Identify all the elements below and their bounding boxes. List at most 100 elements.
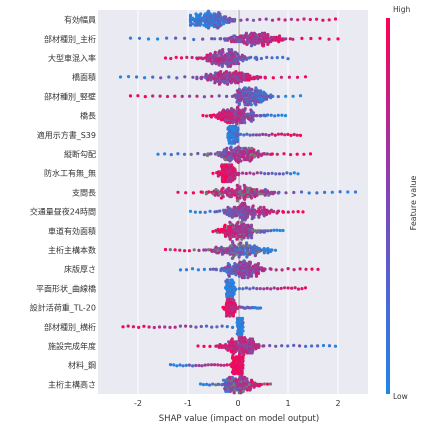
shap-point — [233, 301, 237, 305]
shap-point — [208, 344, 212, 348]
shap-point — [190, 267, 195, 271]
shap-point — [220, 252, 224, 256]
shap-point — [201, 18, 205, 22]
shap-point — [259, 75, 263, 79]
shap-point — [197, 363, 201, 368]
shap-point — [269, 40, 273, 44]
shap-point — [269, 113, 273, 117]
colorbar-low-label: Low — [393, 392, 408, 401]
shap-point — [255, 152, 260, 156]
shap-point — [255, 251, 259, 255]
shap-point — [201, 37, 205, 41]
shap-point — [257, 33, 261, 37]
shap-point — [232, 34, 236, 38]
shap-point — [333, 17, 338, 21]
shap-point — [220, 344, 224, 348]
shap-point — [242, 183, 246, 187]
shap-point — [235, 378, 239, 382]
shap-point — [269, 95, 273, 99]
shap-point — [251, 286, 255, 290]
shap-point — [135, 75, 139, 79]
shap-point — [282, 37, 286, 41]
shap-point — [263, 188, 267, 192]
shap-point — [214, 245, 218, 249]
shap-point — [263, 40, 267, 44]
shap-point — [224, 389, 228, 393]
shap-point — [228, 220, 232, 224]
shap-point — [182, 152, 187, 156]
shap-point — [281, 210, 285, 214]
shap-point — [308, 152, 313, 156]
shap-point — [248, 159, 252, 163]
shap-point — [292, 171, 296, 175]
shap-point — [229, 350, 233, 354]
shap-point — [248, 351, 252, 355]
shap-point — [238, 345, 242, 349]
shap-point — [229, 172, 234, 176]
shap-point — [244, 286, 248, 290]
shap-point — [269, 229, 273, 233]
shap-point — [243, 107, 247, 111]
shap-point — [346, 190, 350, 194]
shap-point — [316, 344, 320, 348]
shap-point — [291, 37, 295, 41]
shap-point — [213, 152, 217, 156]
shap-point — [237, 114, 241, 118]
shap-point — [211, 267, 215, 271]
shap-point — [230, 163, 234, 167]
shap-point — [216, 363, 220, 367]
shap-point — [265, 286, 269, 290]
feature-label: 交通量昼夜24時間 — [30, 207, 96, 217]
shap-point — [241, 218, 245, 222]
shap-point — [226, 113, 230, 117]
shap-point — [151, 75, 155, 79]
shap-point — [214, 268, 218, 272]
shap-point — [246, 36, 250, 40]
shap-point — [250, 31, 254, 35]
shap-point — [223, 382, 227, 386]
shap-point — [174, 36, 178, 40]
shap-point — [251, 204, 255, 208]
shap-point — [250, 236, 254, 240]
x-tick-label: 1 — [285, 399, 290, 408]
shap-point — [236, 324, 240, 328]
shap-point — [274, 172, 278, 176]
shap-point — [214, 228, 218, 233]
shap-point — [201, 113, 205, 118]
shap-point — [219, 118, 224, 122]
shap-point — [227, 251, 231, 255]
shap-point — [216, 26, 220, 30]
shap-point — [321, 343, 326, 348]
shap-point — [173, 94, 177, 98]
shap-point — [257, 229, 261, 233]
shap-point — [220, 383, 224, 387]
shap-point — [230, 141, 234, 145]
shap-point — [223, 158, 227, 162]
shap-point — [301, 210, 305, 214]
shap-point — [231, 352, 235, 356]
shap-point — [261, 44, 266, 48]
shap-point — [237, 287, 241, 291]
shap-point — [252, 172, 256, 176]
shap-point — [237, 62, 241, 66]
shap-point — [235, 199, 239, 203]
shap-point — [208, 52, 212, 56]
shap-point — [256, 344, 260, 348]
shap-point — [208, 209, 212, 213]
shap-point — [254, 271, 258, 275]
shap-point — [211, 248, 215, 252]
shap-point — [249, 55, 253, 59]
shap-point — [237, 171, 241, 176]
shap-point — [156, 152, 160, 156]
shap-point — [238, 267, 242, 271]
shap-point — [202, 267, 206, 271]
shap-point — [254, 94, 258, 98]
shap-point — [251, 92, 255, 96]
shap-point — [243, 57, 247, 61]
shap-point — [239, 252, 243, 256]
shap-point — [242, 151, 246, 155]
shap-point — [285, 171, 289, 175]
feature-label: 材料_鋼 — [68, 360, 96, 370]
shap-point — [221, 48, 225, 52]
shap-point — [239, 132, 243, 136]
